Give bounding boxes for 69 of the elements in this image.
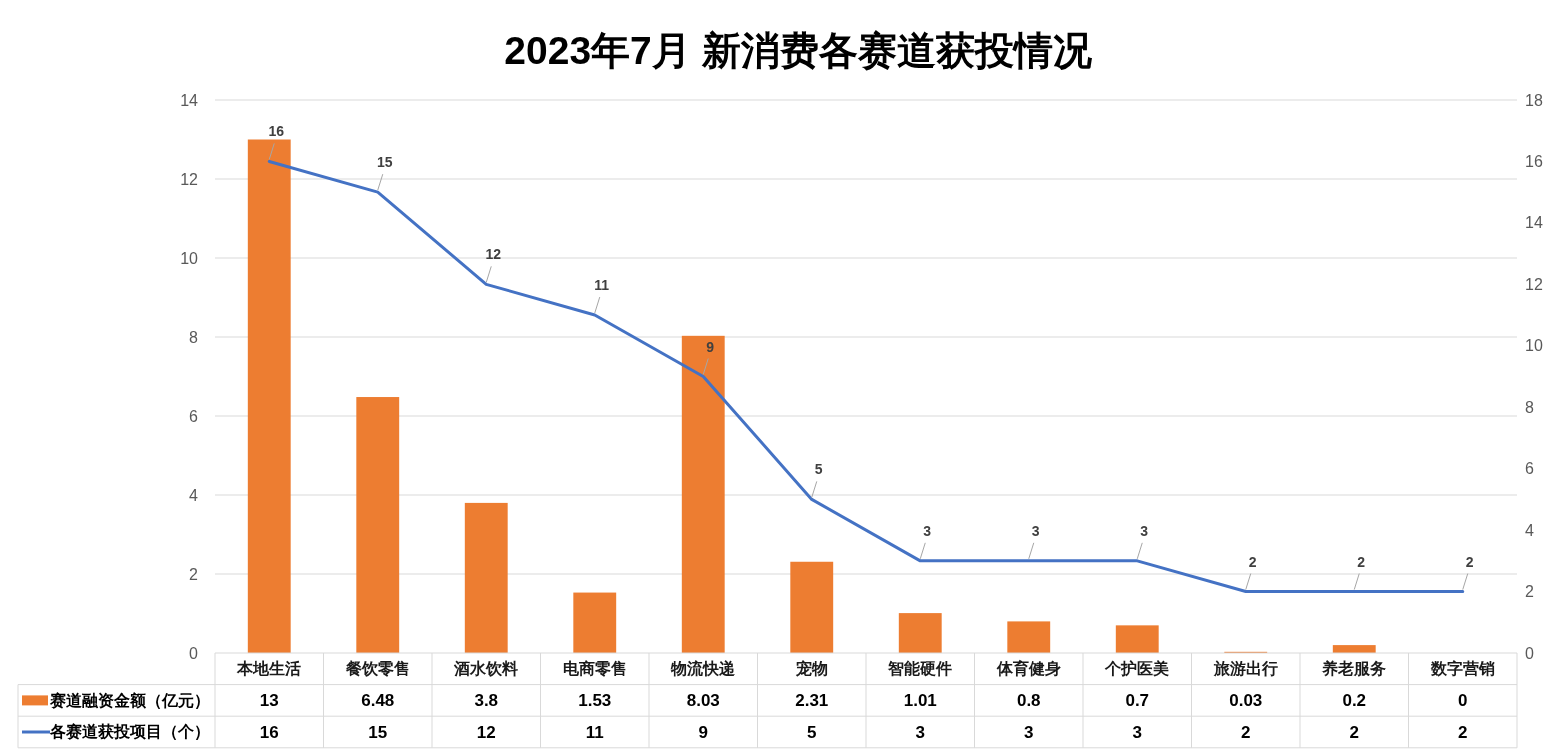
chart-title: 2023年7月 新消费各赛道获投情况: [504, 29, 1092, 72]
annotation: 2: [1357, 553, 1366, 570]
x-tick-label: 个护医美: [1104, 659, 1170, 678]
x-tick-label: 物流快递: [670, 659, 737, 678]
data-label: 2: [1458, 722, 1468, 742]
y2-tick-label: 6: [1525, 460, 1534, 478]
annotation: 15: [376, 154, 393, 171]
data-label: 6.48: [361, 691, 395, 711]
data-label: 2: [1349, 722, 1359, 742]
annotation: 11: [594, 277, 610, 294]
data-label: 2.31: [795, 691, 829, 711]
y2-tick-label: 14: [1525, 214, 1543, 232]
data-label: 15: [368, 722, 388, 742]
data-label: 2: [1241, 722, 1251, 742]
x-tick-label: 餐饮零售: [344, 660, 410, 678]
annotation: 5: [814, 461, 823, 478]
annotation: 3: [923, 522, 932, 539]
y-tick-label: 12: [180, 170, 199, 188]
data-label: 9: [698, 722, 708, 742]
data-label: 16: [259, 722, 279, 742]
x-tick-label: 本地生活: [236, 660, 302, 678]
legend-label: 各赛道获投项目（个）: [49, 723, 210, 742]
y2-tick-label: 12: [1525, 275, 1543, 293]
y2-tick-label: 4: [1525, 521, 1534, 539]
annotation: 2: [1465, 553, 1474, 570]
y2-tick-label: 18: [1525, 91, 1543, 109]
data-label: 1.01: [903, 691, 937, 711]
data-label: 3: [1024, 722, 1034, 742]
data-label: 12: [476, 722, 496, 742]
x-tick-label: 智能硬件: [887, 660, 953, 678]
x-tick-label: 酒水饮料: [453, 660, 519, 678]
data-label: 0.03: [1229, 691, 1263, 711]
annotation: 2: [1248, 553, 1257, 570]
x-tick-label: 电商零售: [562, 660, 627, 678]
y-tick-label: 2: [189, 565, 199, 583]
annotation: 9: [706, 338, 715, 355]
x-tick-label: 数字营销: [1429, 659, 1495, 678]
data-label: 0: [1458, 691, 1468, 711]
y2-tick-label: 2: [1525, 583, 1534, 601]
y2-tick-label: 8: [1525, 398, 1534, 416]
data-label: 8.03: [686, 691, 720, 711]
legend-label: 赛道融资金额（亿元）: [49, 691, 210, 710]
x-tick-label: 养老服务: [1321, 659, 1387, 678]
data-label: 13: [259, 691, 279, 711]
data-label: 3: [1132, 722, 1142, 742]
annotation: 16: [268, 123, 285, 140]
y-tick-label: 8: [189, 328, 199, 346]
x-tick-label: 旅游出行: [1212, 660, 1278, 678]
data-label: 1.53: [578, 691, 612, 711]
y2-tick-label: 16: [1525, 153, 1543, 171]
data-label: 0.8: [1016, 691, 1041, 711]
annotation: 3: [1031, 522, 1040, 539]
data-label: 3.8: [474, 691, 499, 711]
x-tick-label: 宠物: [794, 660, 828, 678]
y-tick-label: 6: [189, 407, 199, 425]
data-label: 0.2: [1342, 691, 1367, 711]
y-tick-label: 14: [180, 91, 199, 109]
y-tick-label: 0: [189, 644, 199, 662]
data-label: 3: [915, 722, 925, 742]
annotation: 12: [485, 246, 502, 263]
y2-tick-label: 10: [1525, 337, 1543, 355]
x-tick-label: 体育健身: [995, 659, 1061, 678]
annotation: 3: [1140, 522, 1149, 539]
data-label: 5: [807, 722, 817, 742]
y-tick-label: 4: [189, 486, 199, 504]
y2-tick-label: 0: [1525, 644, 1534, 662]
data-label: 0.7: [1125, 691, 1150, 711]
y-tick-label: 10: [180, 249, 199, 267]
data-label: 11: [585, 722, 604, 742]
